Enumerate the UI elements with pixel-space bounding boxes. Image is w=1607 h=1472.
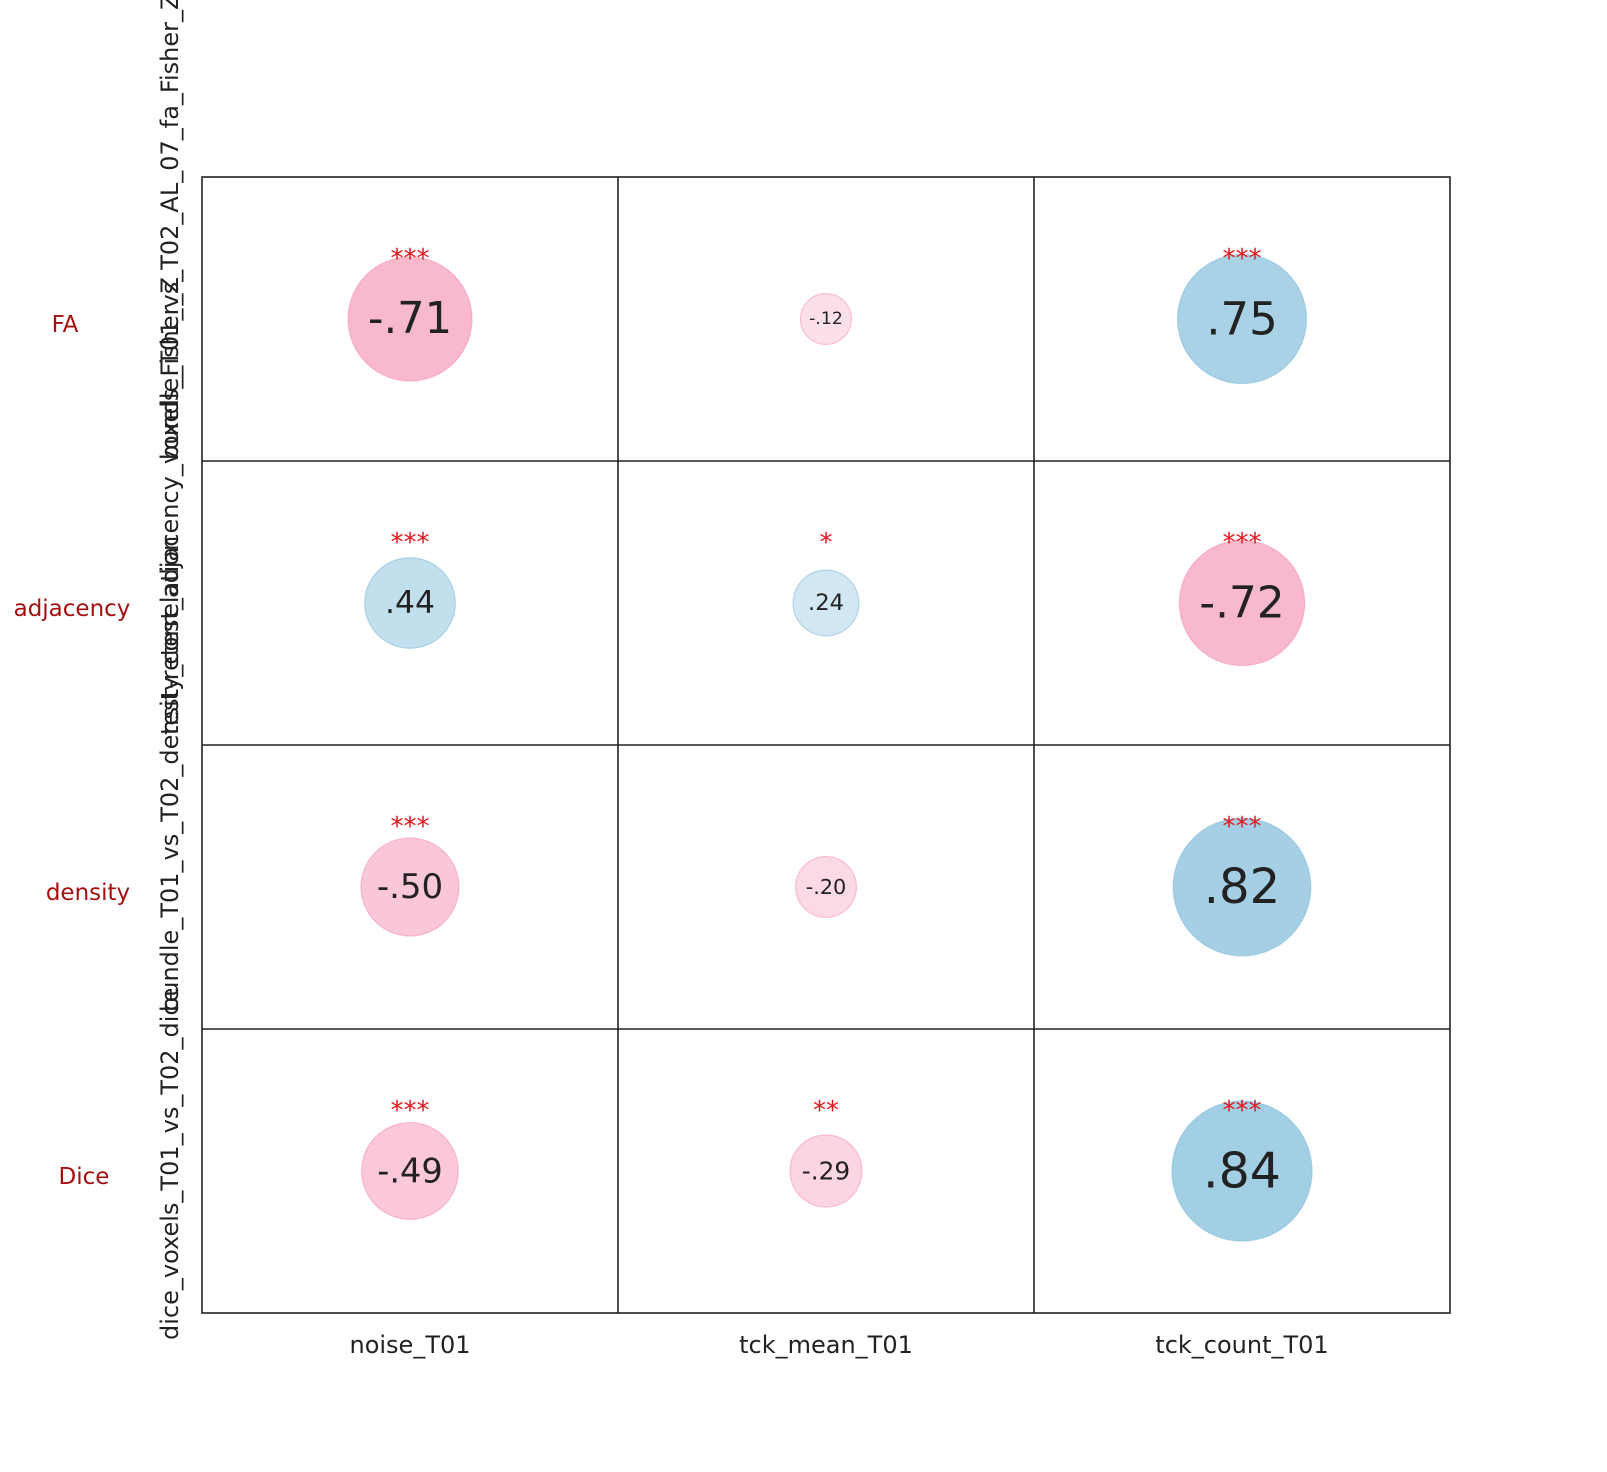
significance-stars: *** (391, 812, 430, 842)
rotated-row-label: bundle_T01_vs_T02_density_correlation (156, 536, 184, 1012)
significance-stars: *** (391, 244, 430, 274)
cell-1-1: .24 * (792, 528, 860, 637)
correlation-value: .24 (808, 590, 844, 616)
grid-layer (201, 176, 1451, 1314)
cell-3-1: -.29 ** (789, 1096, 863, 1208)
significance-stars: *** (1223, 244, 1262, 274)
correlation-bubble (364, 557, 456, 649)
correlation-value: .84 (1203, 1143, 1281, 1200)
cell-1-2: -.72 *** (1178, 528, 1306, 667)
correlation-bubble (1176, 253, 1308, 385)
cell-3-2: .84 *** (1171, 1096, 1313, 1242)
cells-layer: -.71 *** -.12 .75 *** .44 *** .24 * -.72 *** -.50 **… (347, 244, 1313, 1242)
correlation-value: -.50 (377, 867, 443, 907)
tick-labels: noise_T01 tck_mean_T01 tck_count_T01 FA adja… (14, 312, 1329, 1359)
cell-2-1: -.20 (794, 855, 857, 918)
row-label: density (46, 880, 130, 906)
correlation-value: .82 (1204, 859, 1281, 915)
rotated-row-label: bundle_T01_vs_T02_AL_07_fa_Fisher_Z (156, 0, 184, 460)
cell-0-1: -.12 (799, 292, 853, 346)
correlation-bubble (1171, 1100, 1313, 1242)
column-label: tck_count_T01 (1155, 1331, 1328, 1359)
correlation-bubble (361, 1122, 459, 1220)
significance-stars: * (820, 528, 833, 558)
correlation-bubble (794, 855, 857, 918)
correlation-bubble (1172, 817, 1312, 957)
column-label: noise_T01 (349, 1331, 470, 1359)
correlation-bubble (360, 837, 460, 937)
significance-stars: *** (1223, 528, 1262, 558)
cell-2-0: -.50 *** (360, 812, 460, 937)
cell-1-0: .44 *** (364, 528, 456, 649)
correlation-bubble (792, 569, 860, 637)
correlation-value: -.29 (802, 1157, 850, 1186)
correlation-bubble (347, 256, 473, 382)
correlation-bubble (799, 292, 853, 346)
correlation-value: -.72 (1199, 578, 1284, 629)
correlation-value: -.20 (806, 875, 847, 899)
row-label: FA (52, 312, 79, 338)
cell-0-2: .75 *** (1176, 244, 1308, 385)
correlation-bubble (789, 1134, 863, 1208)
rotated-row-label: test-retest_adjacency_voxels_Fisher_Z (156, 277, 184, 735)
significance-stars: *** (1223, 812, 1262, 842)
cell-3-0: -.49 *** (361, 1096, 459, 1220)
significance-stars: *** (391, 1096, 430, 1126)
cell-2-2: .82 *** (1172, 812, 1312, 957)
significance-stars: *** (391, 528, 430, 558)
correlation-value: -.12 (809, 309, 843, 329)
correlation-value: -.49 (377, 1152, 443, 1191)
column-label: tck_mean_T01 (739, 1331, 913, 1359)
correlation-value: -.71 (368, 294, 452, 344)
rotated-row-label: dice_voxels_T01_vs_T02_dice (156, 988, 184, 1340)
cell-0-0: -.71 *** (347, 244, 473, 382)
significance-stars: *** (1223, 1096, 1262, 1126)
rotated-row-labels: bundle_T01_vs_T02_AL_07_fa_Fisher_Ztest-… (156, 0, 184, 1340)
correlation-value: .44 (385, 585, 435, 621)
correlation-bubble (1178, 539, 1306, 667)
row-label: adjacency (14, 596, 131, 622)
correlation-value: .75 (1206, 293, 1278, 346)
significance-stars: ** (813, 1096, 839, 1126)
row-label: Dice (59, 1164, 110, 1190)
